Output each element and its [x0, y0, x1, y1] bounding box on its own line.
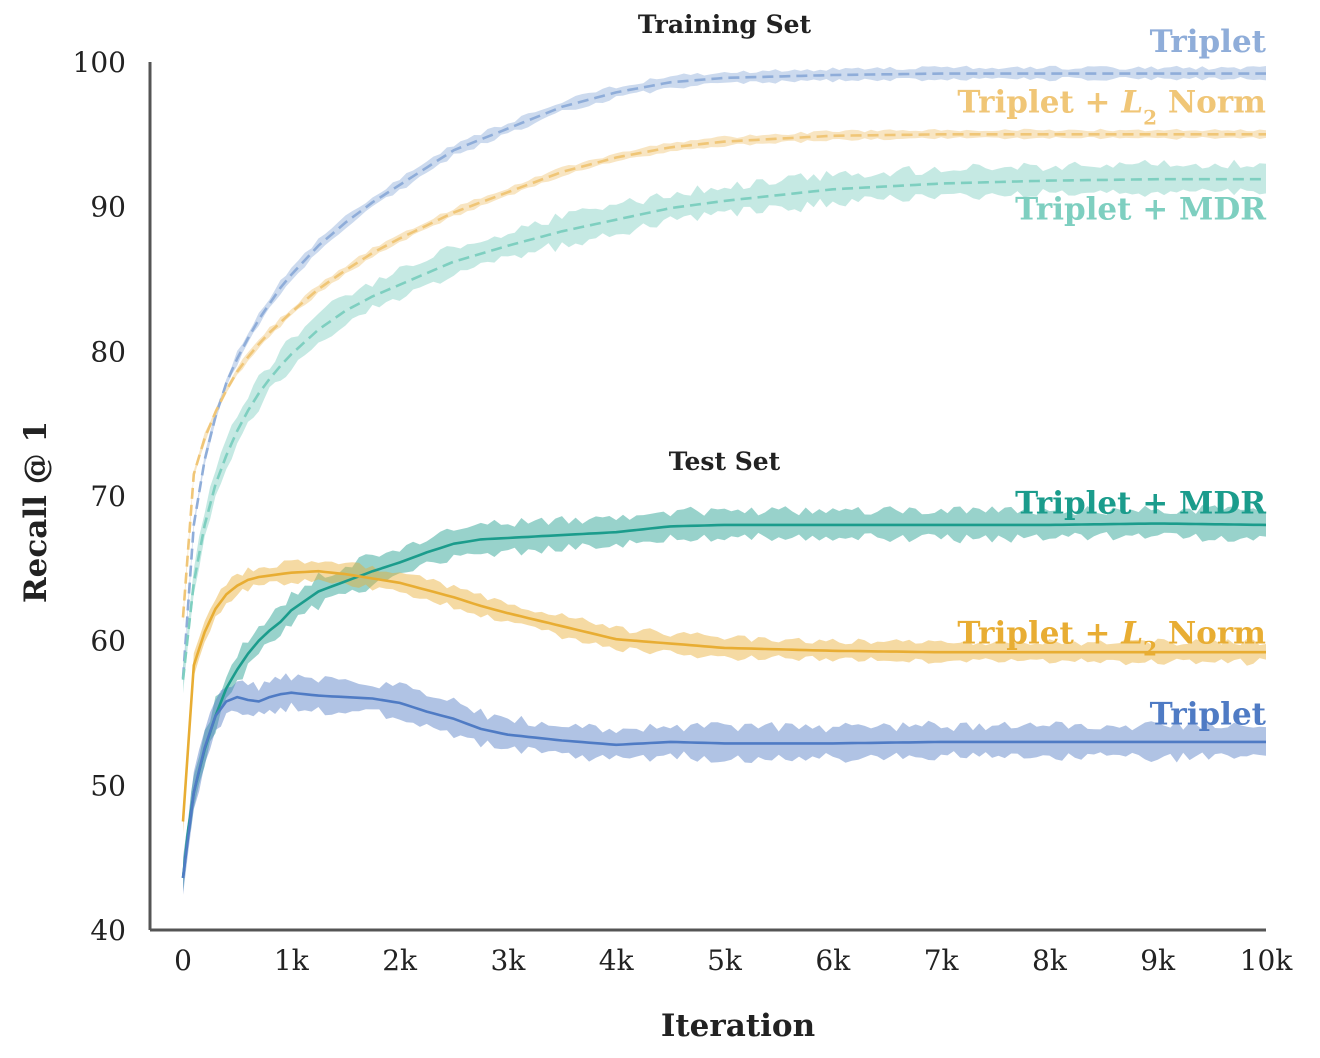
- test-l2-line: [181, 569, 1266, 822]
- y-tick-label: 40: [90, 914, 126, 947]
- x-tick-label: 8k: [1032, 944, 1068, 977]
- y-axis-ticks: 40 50 60 70 80 90 100: [73, 46, 126, 947]
- test-mdr-label: Triplet + MDR: [1015, 485, 1266, 521]
- x-tick-label: 1k: [274, 944, 310, 977]
- y-tick-label: 80: [90, 335, 126, 368]
- section-titles: Training Set Test Set: [638, 10, 812, 476]
- test-triplet-line: [181, 691, 1266, 879]
- x-tick-label: 0: [174, 944, 192, 977]
- series-labels: Triplet Triplet + L2 Norm Triplet + MDR Tri…: [957, 24, 1266, 733]
- test-triplet-label: Triplet: [1150, 697, 1267, 733]
- train-mdr-line: [181, 177, 1266, 680]
- x-axis-title: Iteration: [661, 1008, 815, 1044]
- axes: [148, 62, 1266, 932]
- y-tick-label: 70: [90, 480, 126, 513]
- train-mdr-band: [183, 159, 1266, 694]
- x-tick-label: 6k: [815, 944, 851, 977]
- test-triplet-band: [183, 673, 1266, 895]
- confidence-bands: [183, 65, 1266, 895]
- y-tick-label: 90: [90, 191, 126, 224]
- x-tick-label: 5k: [707, 944, 743, 977]
- x-tick-label: 10k: [1240, 944, 1294, 977]
- y-axis-title: Recall @ 1: [18, 421, 54, 603]
- train-triplet-line: [181, 72, 1266, 679]
- y-tick-label: 60: [90, 625, 126, 658]
- train-mdr-label: Triplet + MDR: [1015, 192, 1266, 228]
- test-mdr-line: [181, 522, 1267, 879]
- section-title: Training Set: [638, 10, 812, 39]
- x-axis-ticks: 0 1k 2k 3k 4k 5k 6k 7k 8k 9k 10k: [174, 944, 1293, 977]
- train-triplet-label: Triplet: [1150, 24, 1267, 60]
- section-title: Test Set: [669, 447, 781, 476]
- x-tick-label: 9k: [1140, 944, 1176, 977]
- x-tick-label: 3k: [491, 944, 527, 977]
- series-lines: [181, 72, 1267, 879]
- x-tick-label: 4k: [599, 944, 635, 977]
- y-tick-label: 100: [73, 46, 126, 79]
- train-l2-label: Triplet + L2 Norm: [957, 85, 1266, 130]
- x-tick-label: 7k: [924, 944, 960, 977]
- test-l2-label: Triplet + L2 Norm: [957, 616, 1266, 661]
- x-tick-label: 2k: [382, 944, 418, 977]
- y-tick-label: 50: [90, 769, 126, 802]
